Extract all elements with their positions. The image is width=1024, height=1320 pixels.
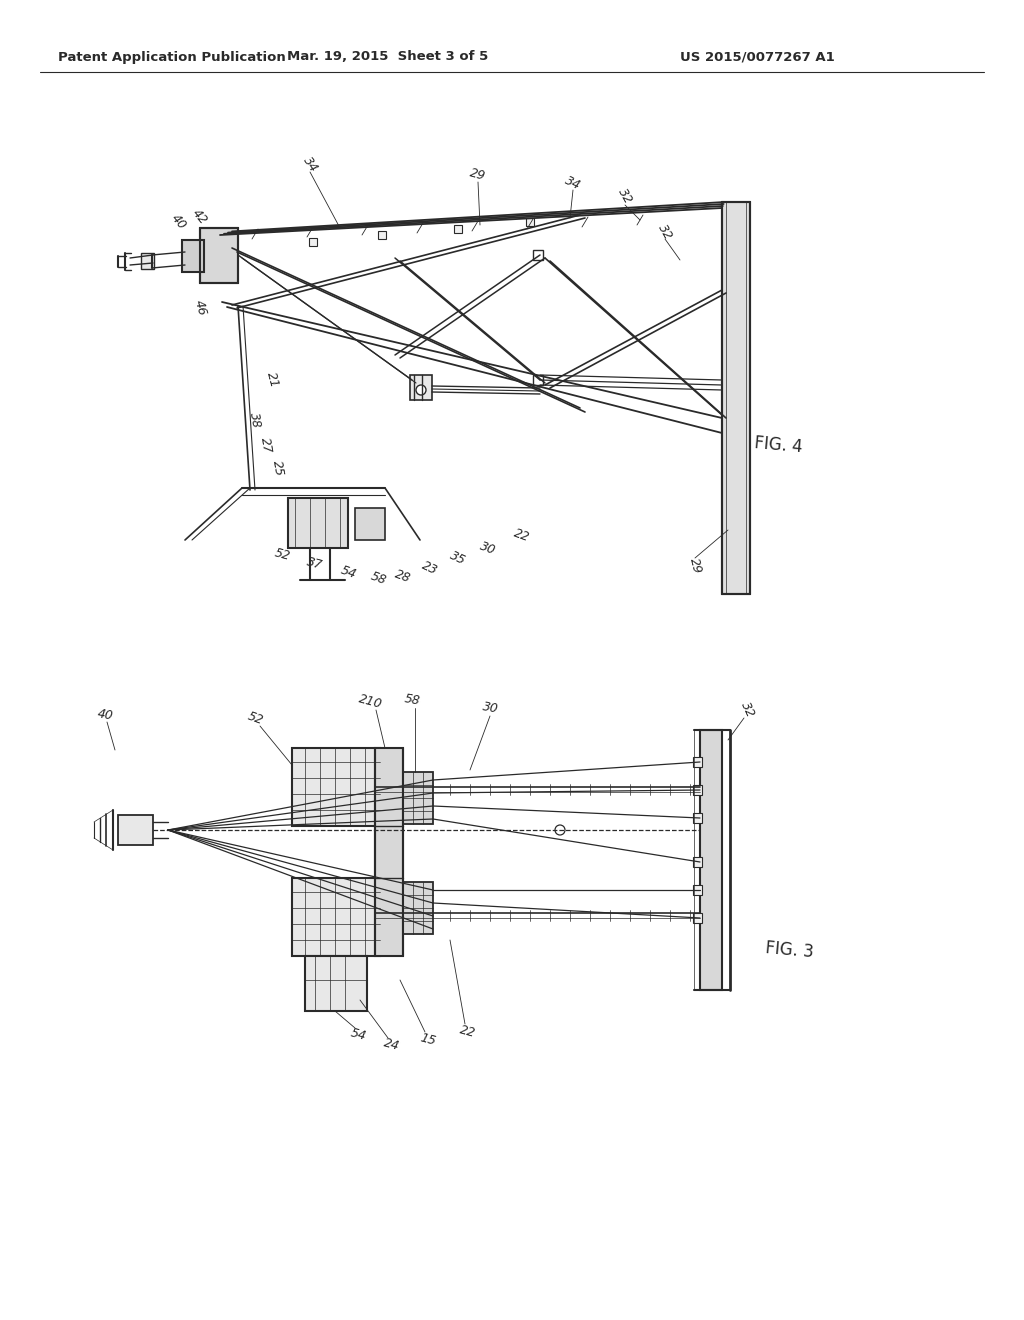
- Bar: [375, 748, 403, 956]
- Text: 38: 38: [247, 411, 263, 429]
- Text: 52: 52: [246, 709, 265, 727]
- Bar: [410, 375, 432, 400]
- Text: 32: 32: [655, 222, 675, 242]
- Text: 24: 24: [383, 1036, 401, 1053]
- Text: 46: 46: [191, 298, 208, 317]
- Text: 54: 54: [348, 1027, 368, 1043]
- Text: 25: 25: [270, 459, 286, 477]
- Text: 32: 32: [738, 700, 758, 719]
- Text: 29: 29: [687, 557, 703, 576]
- Bar: [403, 772, 433, 824]
- Text: 40: 40: [96, 708, 114, 723]
- Bar: [693, 813, 702, 822]
- Bar: [534, 249, 543, 260]
- Circle shape: [555, 825, 565, 836]
- Bar: [403, 882, 433, 935]
- Bar: [454, 224, 462, 234]
- Circle shape: [416, 385, 426, 395]
- Bar: [722, 202, 750, 594]
- Bar: [182, 240, 204, 272]
- Bar: [292, 748, 380, 826]
- Bar: [693, 785, 702, 795]
- Bar: [693, 913, 702, 923]
- Text: 52: 52: [272, 546, 292, 564]
- Text: 22: 22: [512, 527, 531, 544]
- Text: FIG. 3: FIG. 3: [765, 939, 815, 961]
- Bar: [355, 508, 385, 540]
- Text: 35: 35: [449, 549, 468, 568]
- Text: 34: 34: [563, 174, 583, 193]
- Text: 21: 21: [263, 371, 281, 389]
- Bar: [305, 956, 367, 1011]
- Text: Mar. 19, 2015  Sheet 3 of 5: Mar. 19, 2015 Sheet 3 of 5: [288, 50, 488, 63]
- Text: 23: 23: [420, 558, 440, 577]
- Bar: [700, 730, 722, 990]
- Text: 58: 58: [369, 569, 388, 587]
- Bar: [141, 253, 154, 269]
- Text: 54: 54: [338, 564, 357, 581]
- Bar: [534, 375, 543, 385]
- Text: 210: 210: [356, 693, 383, 711]
- Text: 42: 42: [189, 207, 210, 227]
- Bar: [693, 857, 702, 867]
- Bar: [292, 878, 380, 956]
- Text: US 2015/0077267 A1: US 2015/0077267 A1: [680, 50, 835, 63]
- Bar: [693, 884, 702, 895]
- Bar: [378, 231, 386, 239]
- Text: 27: 27: [258, 436, 273, 454]
- Text: 28: 28: [393, 568, 413, 585]
- Text: 40: 40: [169, 211, 189, 232]
- Text: 30: 30: [478, 539, 498, 557]
- Text: 30: 30: [481, 700, 499, 715]
- Text: 32: 32: [615, 186, 635, 206]
- Bar: [309, 238, 317, 246]
- Bar: [526, 218, 534, 226]
- Text: 15: 15: [419, 1032, 437, 1048]
- Text: FIG. 4: FIG. 4: [754, 434, 803, 457]
- Text: 34: 34: [300, 154, 319, 176]
- Text: Patent Application Publication: Patent Application Publication: [58, 50, 286, 63]
- Text: 29: 29: [469, 166, 487, 183]
- Bar: [200, 228, 238, 282]
- Bar: [118, 814, 153, 845]
- Bar: [288, 498, 348, 548]
- Text: 58: 58: [403, 692, 421, 708]
- Text: 37: 37: [305, 556, 325, 573]
- Bar: [693, 756, 702, 767]
- Text: 22: 22: [459, 1023, 477, 1040]
